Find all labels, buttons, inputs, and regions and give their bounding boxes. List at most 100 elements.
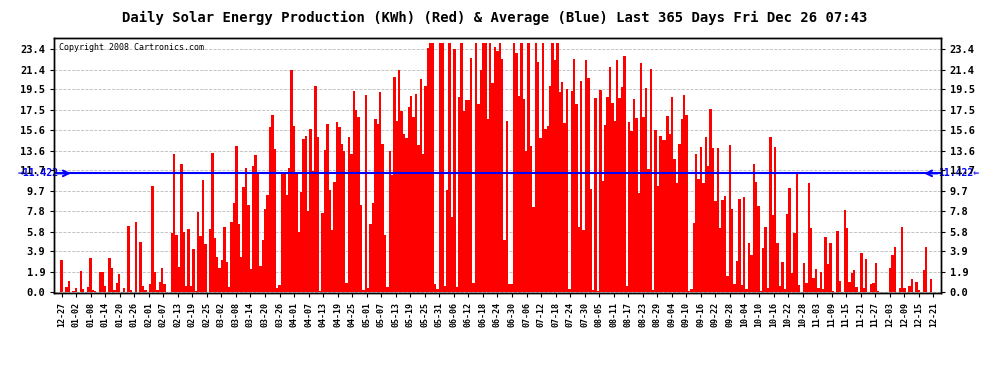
Bar	[94, 291, 96, 292]
Bar	[604, 125, 607, 292]
Bar	[681, 119, 683, 292]
Bar	[621, 87, 623, 292]
Bar	[430, 43, 432, 292]
Bar	[214, 238, 216, 292]
Text: Copyright 2008 Cartronics.com: Copyright 2008 Cartronics.com	[58, 43, 204, 52]
Bar	[540, 138, 542, 292]
Bar	[511, 284, 513, 292]
Bar	[305, 136, 307, 292]
Bar	[101, 272, 104, 292]
Bar	[245, 168, 248, 292]
Bar	[810, 228, 813, 292]
Bar	[573, 59, 575, 292]
Bar	[240, 257, 243, 292]
Bar	[520, 43, 523, 292]
Bar	[930, 279, 933, 292]
Bar	[734, 284, 736, 292]
Bar	[860, 253, 862, 292]
Text: 11.422⇐: 11.422⇐	[939, 168, 979, 178]
Bar	[334, 182, 336, 292]
Bar	[374, 118, 376, 292]
Bar	[742, 197, 745, 292]
Bar	[219, 268, 221, 292]
Bar	[60, 260, 62, 292]
Bar	[496, 51, 499, 292]
Bar	[544, 129, 546, 292]
Bar	[808, 183, 810, 292]
Bar	[398, 69, 401, 292]
Bar	[384, 235, 386, 292]
Bar	[415, 94, 417, 292]
Bar	[224, 228, 226, 292]
Bar	[556, 43, 558, 292]
Bar	[901, 227, 904, 292]
Bar	[508, 284, 511, 292]
Bar	[850, 273, 853, 292]
Bar	[825, 237, 827, 292]
Bar	[458, 97, 460, 292]
Bar	[714, 201, 717, 292]
Bar	[845, 228, 848, 292]
Bar	[745, 289, 747, 292]
Bar	[266, 195, 268, 292]
Bar	[561, 82, 563, 292]
Bar	[135, 222, 137, 292]
Bar	[891, 255, 894, 292]
Bar	[376, 124, 379, 292]
Bar	[355, 110, 357, 292]
Bar	[317, 137, 319, 292]
Bar	[719, 228, 722, 292]
Bar	[549, 86, 551, 292]
Bar	[75, 288, 77, 292]
Bar	[771, 214, 774, 292]
Bar	[570, 91, 573, 292]
Bar	[553, 60, 556, 292]
Bar	[652, 290, 654, 292]
Bar	[722, 200, 724, 292]
Bar	[343, 151, 346, 292]
Bar	[314, 86, 317, 292]
Bar	[813, 278, 815, 292]
Bar	[187, 229, 190, 292]
Bar	[482, 43, 484, 292]
Bar	[111, 268, 113, 292]
Bar	[226, 262, 228, 292]
Bar	[487, 119, 489, 292]
Bar	[403, 134, 405, 292]
Bar	[369, 224, 372, 292]
Bar	[736, 261, 739, 292]
Bar	[712, 148, 714, 292]
Bar	[362, 290, 364, 292]
Bar	[405, 138, 408, 292]
Bar	[762, 248, 764, 292]
Bar	[710, 110, 712, 292]
Bar	[837, 231, 839, 292]
Bar	[533, 207, 535, 292]
Bar	[750, 255, 752, 292]
Bar	[822, 289, 825, 292]
Bar	[654, 130, 656, 292]
Bar	[693, 224, 695, 292]
Bar	[739, 199, 741, 292]
Bar	[252, 166, 254, 292]
Bar	[238, 225, 240, 292]
Bar	[446, 189, 448, 292]
Bar	[678, 144, 681, 292]
Bar	[619, 98, 621, 292]
Bar	[523, 99, 525, 292]
Bar	[259, 266, 261, 292]
Bar	[331, 230, 334, 292]
Bar	[788, 188, 791, 292]
Bar	[695, 154, 697, 292]
Bar	[432, 43, 434, 292]
Bar	[437, 289, 439, 292]
Bar	[911, 279, 913, 292]
Bar	[516, 53, 518, 292]
Bar	[221, 260, 224, 292]
Bar	[805, 282, 808, 292]
Bar	[599, 90, 602, 292]
Bar	[791, 273, 793, 292]
Bar	[249, 269, 252, 292]
Bar	[774, 147, 776, 292]
Bar	[647, 170, 649, 292]
